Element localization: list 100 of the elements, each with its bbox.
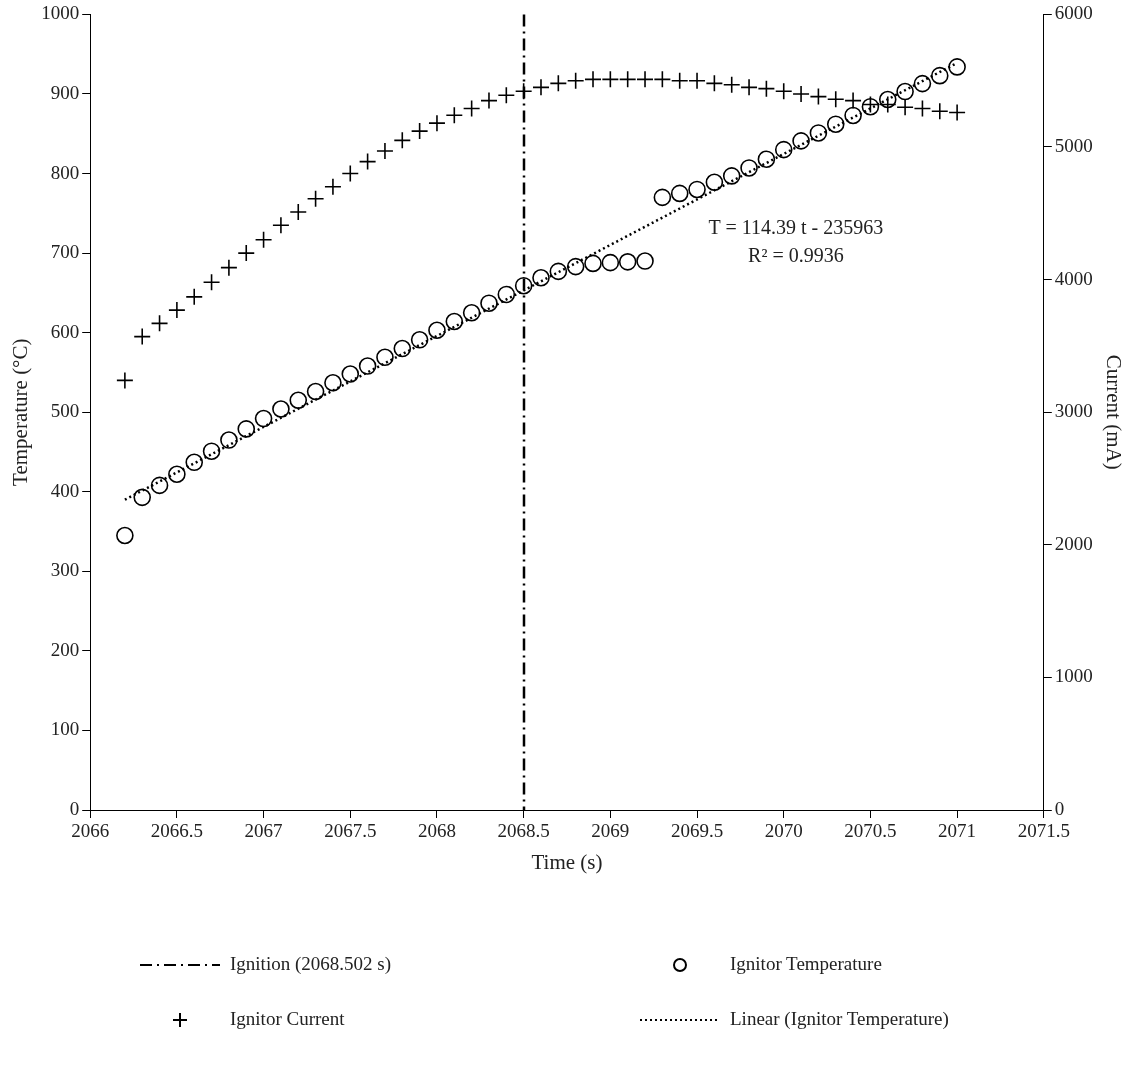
point bbox=[497, 285, 516, 304]
point bbox=[757, 150, 776, 168]
y-tick-label: 400 bbox=[50, 479, 80, 501]
point bbox=[445, 312, 464, 331]
legend-label: Ignitor Current bbox=[230, 1007, 346, 1029]
point bbox=[410, 122, 429, 140]
x-axis-title: Time (s) bbox=[531, 849, 603, 874]
point bbox=[306, 189, 325, 208]
point bbox=[254, 409, 273, 428]
point bbox=[480, 91, 498, 110]
point bbox=[532, 268, 550, 287]
point bbox=[393, 339, 412, 358]
point bbox=[462, 303, 481, 322]
y-tick-label: 100 bbox=[50, 718, 80, 740]
y2-tick-label: 6000 bbox=[1054, 2, 1093, 24]
point bbox=[688, 180, 706, 199]
point bbox=[254, 231, 273, 249]
x-tick-label: 2070 bbox=[764, 820, 803, 842]
point bbox=[584, 70, 602, 89]
point bbox=[202, 273, 221, 292]
point bbox=[740, 159, 758, 177]
point bbox=[913, 99, 932, 118]
point bbox=[740, 78, 758, 97]
point bbox=[948, 103, 966, 122]
y2-tick-label: 3000 bbox=[1054, 400, 1093, 422]
point bbox=[930, 66, 949, 85]
point bbox=[410, 331, 429, 349]
y-tick-label: 200 bbox=[50, 638, 80, 660]
point bbox=[341, 365, 360, 383]
point bbox=[670, 71, 689, 90]
point bbox=[549, 74, 568, 93]
point bbox=[393, 131, 412, 150]
point bbox=[237, 244, 256, 262]
point bbox=[532, 78, 550, 97]
point bbox=[202, 442, 221, 460]
point bbox=[670, 184, 689, 203]
x-tick-label: 2066.5 bbox=[150, 820, 204, 842]
point bbox=[774, 82, 793, 101]
point bbox=[272, 400, 290, 418]
x-tick-label: 2067 bbox=[244, 820, 283, 842]
point bbox=[237, 420, 256, 438]
point bbox=[705, 74, 724, 93]
point bbox=[653, 188, 672, 207]
point bbox=[445, 106, 464, 124]
x-tick-label: 2071.5 bbox=[1017, 820, 1070, 842]
point bbox=[150, 476, 169, 495]
point bbox=[722, 167, 741, 185]
point bbox=[133, 488, 152, 507]
y-tick-label: 900 bbox=[50, 81, 80, 103]
point bbox=[757, 79, 776, 98]
point bbox=[116, 371, 134, 390]
point bbox=[358, 357, 377, 375]
point bbox=[826, 90, 845, 109]
x-tick-label: 2070.5 bbox=[844, 820, 897, 842]
point bbox=[549, 262, 568, 281]
point bbox=[618, 70, 637, 89]
y-tick-label: 500 bbox=[50, 400, 80, 422]
point bbox=[913, 74, 932, 93]
point bbox=[844, 91, 862, 110]
point bbox=[289, 391, 308, 410]
point bbox=[168, 465, 186, 484]
y2-tick-label: 4000 bbox=[1054, 267, 1093, 289]
point bbox=[306, 382, 325, 401]
point bbox=[324, 373, 342, 392]
point bbox=[428, 321, 446, 340]
point bbox=[289, 203, 308, 221]
point bbox=[116, 526, 134, 545]
point bbox=[705, 173, 724, 192]
point bbox=[566, 257, 585, 276]
point bbox=[878, 90, 897, 109]
point bbox=[358, 152, 377, 171]
point bbox=[150, 314, 169, 333]
point bbox=[566, 71, 585, 90]
point bbox=[792, 132, 810, 150]
legend-label: Ignitor Temperature bbox=[730, 952, 882, 974]
y-tick-label: 600 bbox=[50, 320, 80, 342]
y2-tick-label: 5000 bbox=[1054, 134, 1093, 156]
y2-tick-label: 1000 bbox=[1054, 665, 1093, 687]
x-tick-label: 2066 bbox=[71, 820, 110, 842]
legend-label: Linear (Ignitor Temperature) bbox=[730, 1007, 949, 1030]
x-tick-label: 2069 bbox=[591, 820, 630, 842]
point bbox=[601, 253, 620, 272]
point bbox=[896, 82, 914, 101]
point bbox=[480, 294, 498, 312]
annotation: T = 114.39 t - 235963 bbox=[708, 216, 884, 239]
point bbox=[844, 106, 862, 125]
point bbox=[722, 75, 741, 94]
point bbox=[133, 327, 152, 346]
point bbox=[878, 95, 897, 114]
x-tick-label: 2069.5 bbox=[670, 820, 724, 842]
y-tick-label: 300 bbox=[50, 559, 80, 581]
y-tick-label: 700 bbox=[50, 241, 80, 263]
x-tick-label: 2067.5 bbox=[324, 820, 377, 842]
point bbox=[809, 87, 828, 106]
point bbox=[376, 348, 394, 367]
x-tick-label: 2068.5 bbox=[497, 820, 550, 842]
y-tick-label: 1000 bbox=[41, 2, 80, 24]
x-tick-label: 2071 bbox=[938, 820, 977, 842]
point bbox=[636, 252, 654, 270]
point bbox=[826, 115, 845, 133]
